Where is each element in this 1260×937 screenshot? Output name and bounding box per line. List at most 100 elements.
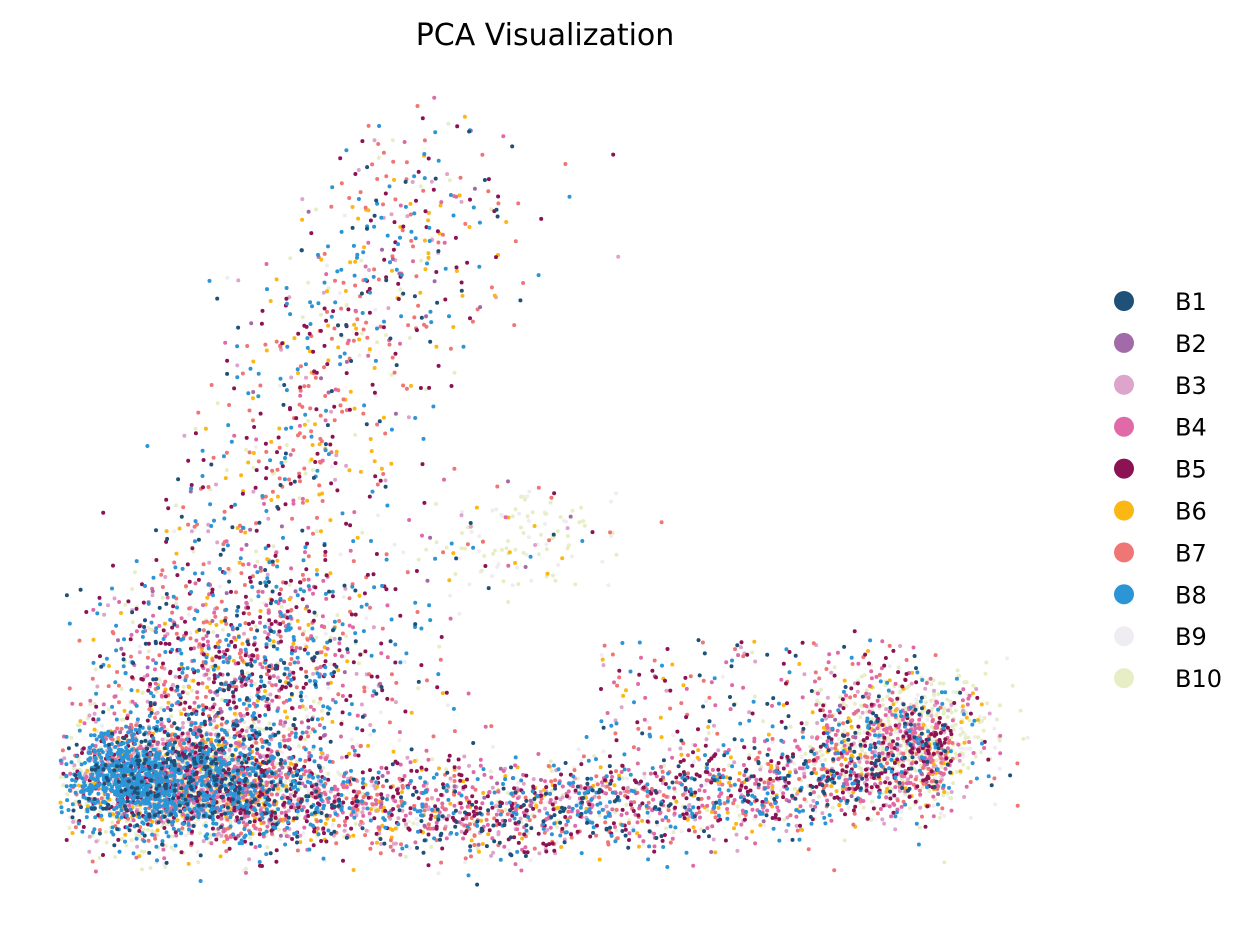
scatter-point-b10 (447, 178, 452, 183)
scatter-point-b4 (465, 804, 470, 809)
scatter-point-b10 (92, 701, 97, 706)
scatter-point-b4 (258, 808, 263, 813)
scatter-point-b10 (249, 598, 254, 603)
scatter-point-b10 (124, 843, 129, 848)
scatter-point-b4 (949, 808, 954, 813)
scatter-point-b4 (461, 836, 466, 841)
scatter-point-b10 (134, 833, 139, 838)
scatter-point-b7 (390, 355, 395, 360)
scatter-point-b10 (459, 546, 464, 551)
scatter-point-b3 (405, 755, 410, 760)
scatter-point-b7 (547, 538, 552, 543)
scatter-point-b7 (160, 568, 165, 573)
scatter-point-b7 (245, 344, 250, 348)
scatter-point-b10 (860, 748, 865, 753)
scatter-point-b10 (300, 315, 305, 320)
scatter-point-b6 (331, 818, 336, 823)
scatter-point-b6 (893, 708, 898, 713)
scatter-point-b3 (410, 180, 415, 184)
scatter-point-b9 (463, 860, 468, 865)
scatter-point-b10 (870, 799, 875, 804)
scatter-point-b10 (558, 515, 563, 520)
scatter-point-b7 (288, 662, 293, 666)
scatter-point-b10 (170, 834, 175, 839)
scatter-point-b7 (766, 762, 771, 766)
scatter-point-b6 (426, 255, 431, 260)
scatter-point-b3 (396, 816, 401, 821)
scatter-point-b10 (297, 496, 302, 501)
scatter-point-b7 (291, 448, 296, 453)
scatter-point-b6 (728, 755, 733, 760)
scatter-point-b6 (964, 715, 969, 720)
scatter-point-b3 (72, 763, 77, 768)
scatter-point-b10 (513, 507, 518, 512)
scatter-point-b6 (164, 529, 169, 534)
scatter-point-b7 (240, 371, 245, 376)
scatter-point-b3 (368, 723, 373, 727)
scatter-point-b3 (364, 828, 369, 833)
scatter-point-b9 (368, 732, 373, 737)
scatter-point-b4 (485, 822, 490, 827)
scatter-point-b7 (117, 700, 121, 705)
scatter-point-b6 (389, 461, 394, 466)
scatter-point-b9 (293, 798, 297, 803)
scatter-point-b4 (244, 870, 248, 875)
scatter-point-b7 (237, 651, 242, 656)
scatter-point-b4 (825, 739, 830, 744)
scatter-point-b9 (110, 801, 115, 806)
scatter-point-b7 (378, 851, 383, 856)
scatter-point-b10 (146, 827, 150, 832)
scatter-point-b6 (91, 637, 96, 642)
scatter-point-b7 (110, 630, 115, 634)
scatter-point-b7 (251, 813, 256, 818)
scatter-point-b9 (691, 759, 696, 764)
scatter-point-b3 (265, 572, 270, 577)
scatter-point-b6 (214, 623, 219, 627)
scatter-point-b7 (78, 702, 83, 707)
scatter-point-b7 (298, 479, 302, 484)
scatter-point-b4 (480, 801, 485, 806)
scatter-point-b10 (328, 635, 333, 640)
scatter-point-b10 (61, 783, 66, 788)
scatter-point-b7 (295, 848, 300, 853)
scatter-point-b7 (134, 723, 139, 728)
scatter-point-b4 (302, 825, 307, 830)
scatter-point-b7 (415, 610, 420, 614)
scatter-point-b6 (843, 757, 848, 762)
scatter-point-b9 (491, 744, 495, 749)
scatter-point-b7 (381, 202, 385, 207)
scatter-point-b7 (411, 244, 415, 249)
scatter-point-b10 (907, 806, 912, 811)
scatter-point-b3 (496, 808, 501, 813)
scatter-point-b7 (329, 204, 334, 209)
scatter-point-b7 (935, 750, 940, 755)
scatter-point-b9 (342, 213, 347, 218)
scatter-point-b3 (393, 700, 398, 705)
scatter-point-b3 (616, 254, 621, 259)
scatter-point-b10 (761, 719, 766, 724)
scatter-point-b6 (174, 551, 179, 556)
scatter-point-b6 (409, 710, 414, 715)
scatter-point-b7 (162, 690, 167, 695)
scatter-point-b6 (296, 371, 300, 376)
scatter-point-b7 (441, 550, 446, 555)
scatter-point-b7 (203, 694, 208, 699)
scatter-point-b7 (484, 817, 489, 822)
scatter-point-b6 (107, 664, 111, 668)
scatter-point-b7 (115, 670, 120, 674)
scatter-point-b4 (870, 750, 875, 755)
scatter-point-b10 (957, 673, 962, 678)
scatter-point-b10 (277, 827, 281, 832)
scatter-point-b3 (459, 829, 464, 834)
scatter-point-b6 (504, 220, 509, 224)
scatter-point-b7 (834, 742, 839, 747)
scatter-point-b7 (546, 764, 551, 768)
scatter-point-b10 (446, 121, 451, 126)
scatter-point-b4 (249, 679, 254, 684)
scatter-point-b6 (243, 530, 248, 535)
scatter-point-b4 (442, 807, 447, 812)
scatter-point-b9 (597, 805, 602, 810)
scatter-point-b6 (381, 415, 386, 420)
scatter-point-b6 (356, 216, 361, 221)
scatter-point-b10 (227, 735, 232, 740)
